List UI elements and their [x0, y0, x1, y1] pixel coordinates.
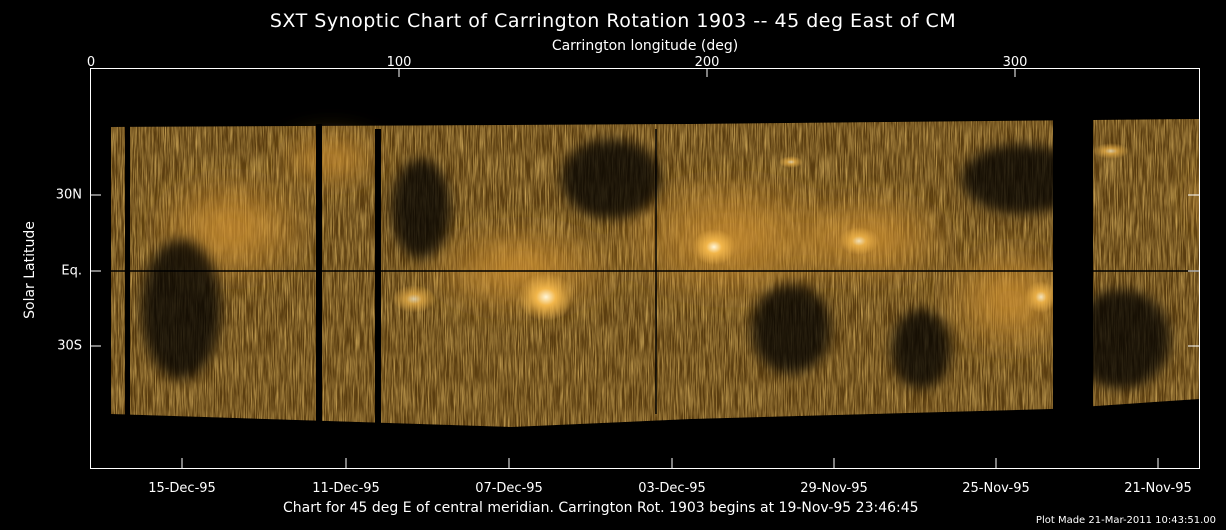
lat-tick-30n: 30N — [55, 187, 82, 203]
top-tick-0: 0 — [86, 55, 96, 70]
date-tick-21nov95: 21-Nov-95 — [1124, 481, 1192, 496]
plot-frame — [90, 68, 1200, 469]
lat-tick-equator: Eq. — [61, 263, 82, 279]
date-tick-25nov95: 25-Nov-95 — [962, 481, 1030, 496]
top-tick-300: 300 — [1002, 55, 1028, 70]
date-tick-07dec95: 07-Dec-95 — [475, 481, 543, 496]
date-tick-03dec95: 03-Dec-95 — [638, 481, 706, 496]
lat-tick-30s: 30S — [57, 338, 82, 354]
chart-title: SXT Synoptic Chart of Carrington Rotatio… — [269, 10, 957, 32]
date-tick-15dec95: 15-Dec-95 — [148, 481, 216, 496]
date-tick-29nov95: 29-Nov-95 — [800, 481, 868, 496]
top-tick-200: 200 — [694, 55, 720, 70]
chart-caption: Chart for 45 deg E of central meridian. … — [283, 500, 919, 516]
plot-made-stamp: Plot Made 21-Mar-2011 10:43:51.00 — [1035, 515, 1216, 526]
date-tick-11dec95: 11-Dec-95 — [312, 481, 380, 496]
synoptic-map-image — [91, 69, 1199, 468]
top-tick-100: 100 — [386, 55, 412, 70]
top-axis-label: Carrington longitude (deg) — [551, 38, 739, 54]
